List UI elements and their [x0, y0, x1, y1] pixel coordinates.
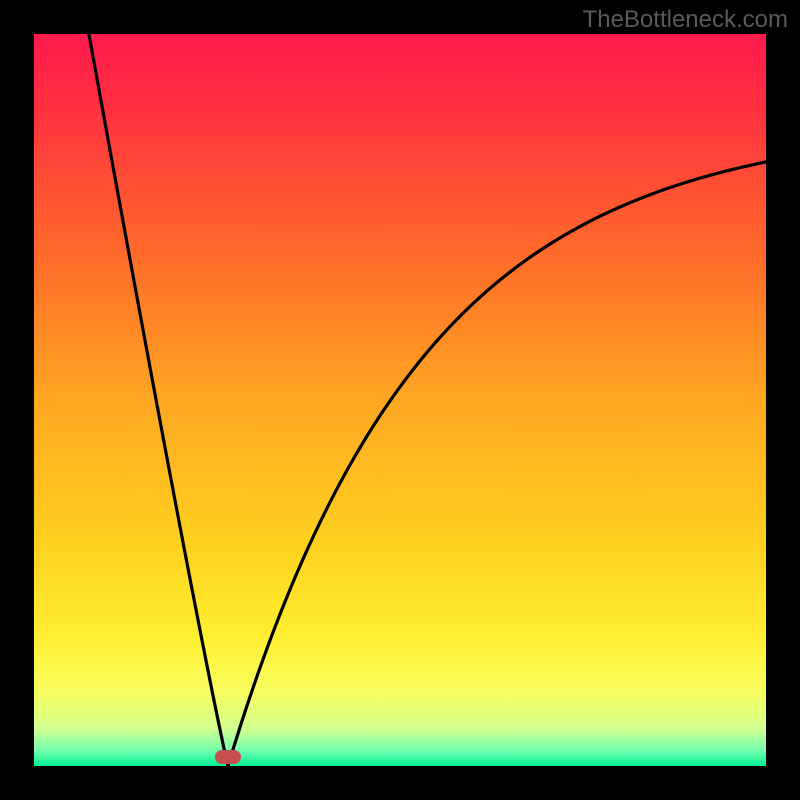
chart-canvas: TheBottleneck.com	[0, 0, 800, 800]
bottleneck-curve	[34, 34, 766, 766]
attribution-label: TheBottleneck.com	[583, 6, 788, 34]
marker-pill	[215, 750, 241, 764]
optimal-marker	[215, 750, 241, 764]
curve-path	[89, 34, 766, 766]
plot-area	[34, 34, 766, 766]
